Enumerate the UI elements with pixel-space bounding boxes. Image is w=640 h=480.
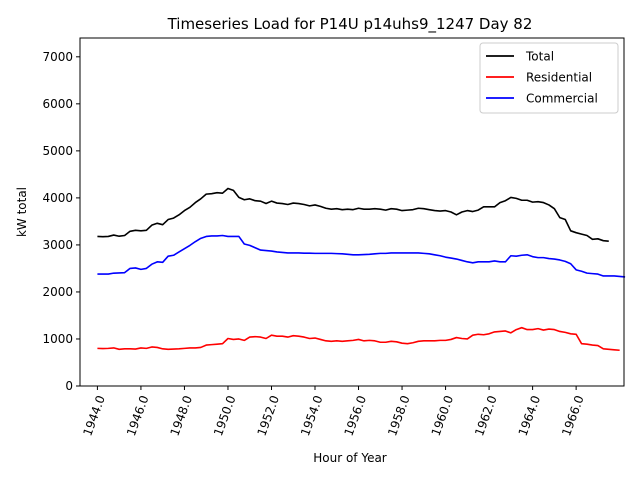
x-axis-label: Hour of Year (313, 451, 387, 465)
legend-label-total: Total (525, 50, 554, 64)
y-axis-label: kW total (15, 187, 29, 237)
y-tick-label: 4000 (42, 191, 73, 205)
series-line-total (97, 187, 609, 242)
y-tick-label: 5000 (42, 144, 73, 158)
y-tick-label: 3000 (42, 238, 73, 252)
plot-frame (79, 37, 625, 387)
legend-label-residential: Residential (526, 71, 592, 85)
y-tick-label: 1000 (42, 332, 73, 346)
series-layer (97, 187, 626, 352)
legend: Total Residential Commercial (479, 42, 619, 114)
y-axis-ticks: 0 1000 2000 3000 4000 5000 6000 7000 (42, 50, 80, 393)
series-line-commercial (97, 234, 626, 278)
series-line-residential (97, 326, 620, 352)
legend-label-commercial: Commercial (526, 92, 598, 106)
y-tick-label: 7000 (42, 50, 73, 64)
y-tick-label: 0 (65, 379, 73, 393)
y-tick-label: 2000 (42, 285, 73, 299)
chart-title: Timeseries Load for P14U p14uhs9_1247 Da… (167, 15, 533, 34)
y-tick-label: 6000 (42, 97, 73, 111)
legend-box (479, 42, 619, 114)
